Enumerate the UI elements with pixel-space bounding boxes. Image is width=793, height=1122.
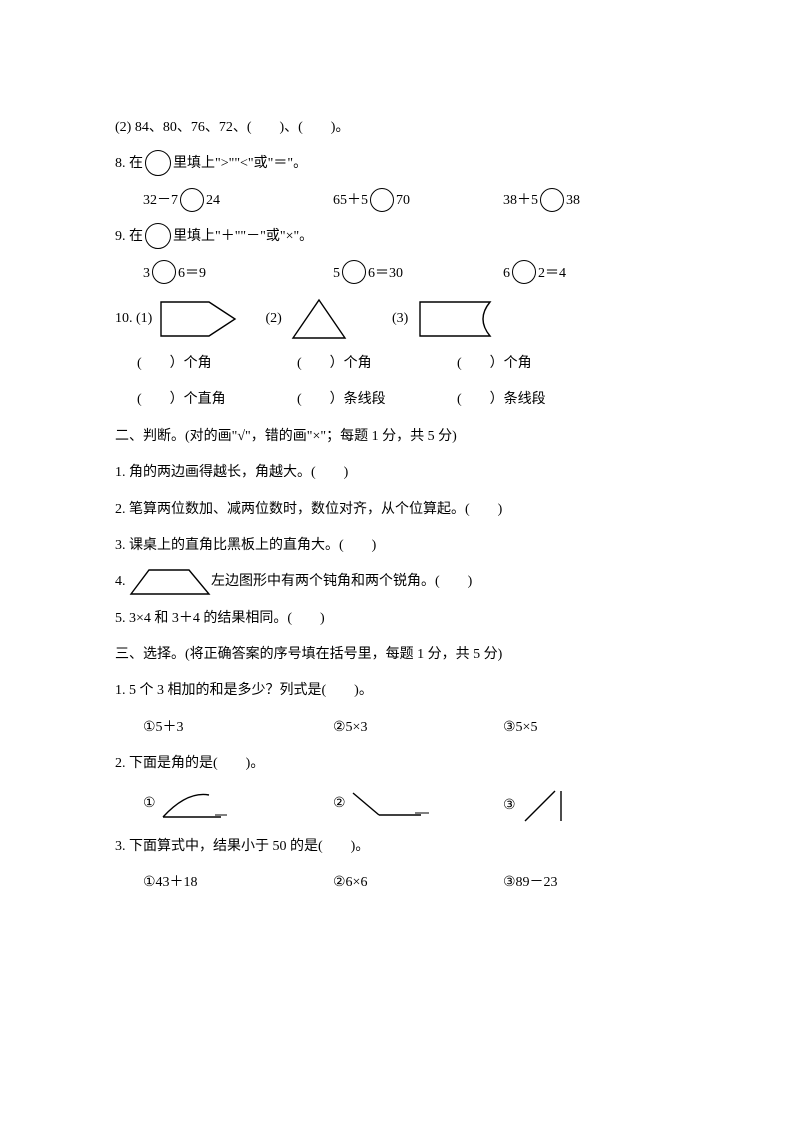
circle-icon <box>145 150 171 176</box>
q10-row-a: ( ）个角 ( ）个角 ( ）个角 <box>115 346 683 382</box>
pentagon-icon <box>159 300 237 338</box>
s2-4: 4. 左边图形中有两个钝角和两个锐角。( ) <box>115 564 683 600</box>
q8a-left: 32－7 <box>143 193 178 208</box>
obtuse-angle-icon <box>349 789 431 819</box>
q10-a3: ( ）个角 <box>457 356 532 371</box>
q8-post: 里填上">""<"或"＝"。 <box>173 156 307 171</box>
circle-icon <box>540 188 564 212</box>
s3-3-o2: ②6×6 <box>333 875 367 890</box>
circle-icon <box>152 260 176 284</box>
s3-1-o2: ②5×3 <box>333 720 367 735</box>
circle-icon <box>145 223 171 249</box>
q8b-left: 65＋5 <box>333 193 368 208</box>
q8-stem: 8. 在 里填上">""<"或"＝"。 <box>115 146 683 182</box>
q10-b1: ( ）个直角 <box>137 392 226 407</box>
s3-3-options: ①43＋18 ②6×6 ③89－23 <box>115 865 683 901</box>
arc-angle-icon <box>159 789 231 819</box>
circle-icon <box>512 260 536 284</box>
q10-a1: ( ）个角 <box>137 356 212 371</box>
q7-2: (2) 84、80、76、72、( )、( )。 <box>115 110 683 146</box>
section2-title: 二、判断。(对的画"√"，错的画"×"；每题 1 分，共 5 分) <box>115 419 683 455</box>
circle-icon <box>342 260 366 284</box>
q9a-right: 6＝9 <box>178 266 206 281</box>
trapezoid-icon <box>129 568 211 596</box>
s2-3: 3. 课桌上的直角比黑板上的直角大。( ) <box>115 528 683 564</box>
section3-title: 三、选择。(将正确答案的序号填在括号里，每题 1 分，共 5 分) <box>115 637 683 673</box>
q9b-right: 6＝30 <box>368 266 403 281</box>
s3-3-o3: ③89－23 <box>503 875 558 890</box>
page: (2) 84、80、76、72、( )、( )。 8. 在 里填上">""<"或"… <box>0 0 793 901</box>
triangle-icon <box>291 298 347 340</box>
q9-options: 3 6＝9 5 6＝30 6 2＝4 <box>115 256 683 292</box>
q9b-left: 5 <box>333 266 340 281</box>
s3-2-options: ① ② ③ <box>115 789 683 823</box>
q8c-right: 38 <box>566 193 580 208</box>
concave-rect-icon <box>418 300 492 338</box>
s3-1-o1: ①5＋3 <box>143 720 184 735</box>
q8a-right: 24 <box>206 193 220 208</box>
q9-stem: 9. 在 里填上"＋""－"或"×"。 <box>115 219 683 255</box>
circle-icon <box>370 188 394 212</box>
s3-2-o3: ③ <box>503 798 516 813</box>
circle-icon <box>180 188 204 212</box>
q10-row-b: ( ）个直角 ( ）条线段 ( ）条线段 <box>115 382 683 418</box>
s3-3-o1: ①43＋18 <box>143 875 198 890</box>
q9-post: 里填上"＋""－"或"×"。 <box>173 229 313 244</box>
q8-options: 32－7 24 65＋5 70 38＋5 38 <box>115 183 683 219</box>
q8c-left: 38＋5 <box>503 193 538 208</box>
q9a-left: 3 <box>143 266 150 281</box>
q10-b3: ( ）条线段 <box>457 392 546 407</box>
s3-3: 3. 下面算式中，结果小于 50 的是( )。 <box>115 829 683 865</box>
acute-angle-icon <box>519 789 567 823</box>
q9c-right: 2＝4 <box>538 266 566 281</box>
s2-4-post: 左边图形中有两个钝角和两个锐角。( ) <box>211 574 472 589</box>
q8-pre: 8. 在 <box>115 156 143 171</box>
s3-1: 1. 5 个 3 相加的和是多少？列式是( )。 <box>115 673 683 709</box>
q9-pre: 9. 在 <box>115 229 143 244</box>
q10-b2: ( ）条线段 <box>297 392 386 407</box>
q9c-left: 6 <box>503 266 510 281</box>
s2-1: 1. 角的两边画得越长，角越大。( ) <box>115 455 683 491</box>
s2-4-pre: 4. <box>115 574 129 589</box>
q10-shapes: 10. (1) (2) (3) <box>115 298 683 340</box>
s3-1-options: ①5＋3 ②5×3 ③5×5 <box>115 710 683 746</box>
q10-label3: (3) <box>392 309 414 329</box>
s3-2: 2. 下面是角的是( )。 <box>115 746 683 782</box>
s3-2-o2: ② <box>333 796 346 811</box>
q10-label2: (2) <box>266 309 288 329</box>
q10-label1: 10. (1) <box>115 309 155 329</box>
s3-1-o3: ③5×5 <box>503 720 537 735</box>
q10-a2: ( ）个角 <box>297 356 372 371</box>
s2-2: 2. 笔算两位数加、减两位数时，数位对齐，从个位算起。( ) <box>115 492 683 528</box>
s3-2-o1: ① <box>143 796 156 811</box>
q8b-right: 70 <box>396 193 410 208</box>
s2-5: 5. 3×4 和 3＋4 的结果相同。( ) <box>115 601 683 637</box>
